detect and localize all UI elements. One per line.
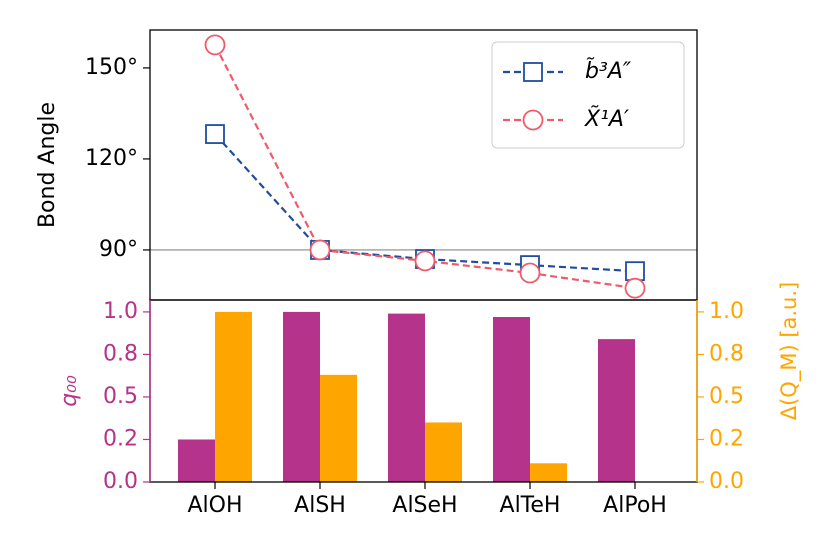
x-tick-label: AlOH — [187, 493, 242, 518]
y-axis-label: Bond Angle — [35, 102, 60, 228]
bar — [425, 422, 462, 482]
x-tick-label: AlSeH — [392, 493, 457, 518]
marker — [414, 250, 436, 272]
y-tick-label: 0.2 — [103, 426, 138, 451]
bar — [215, 311, 252, 482]
y-tick-label: 0.8 — [103, 341, 138, 366]
marker — [625, 261, 645, 282]
bar — [283, 311, 320, 482]
y-tick-label: 120° — [85, 146, 138, 171]
legend-label: X̃¹A′ — [584, 106, 629, 132]
y2-tick-label: 1.0 — [709, 299, 744, 324]
legend-marker — [522, 109, 544, 131]
bar — [178, 439, 215, 482]
y-tick-label: 1.0 — [103, 299, 138, 324]
y2-tick-label: 0.2 — [709, 426, 744, 451]
legend-box — [491, 41, 685, 149]
bar — [493, 317, 530, 482]
marker — [624, 277, 646, 299]
marker — [519, 262, 541, 284]
legend-label: b̃³A″ — [585, 58, 632, 84]
y-tick-label: 0.0 — [103, 469, 138, 494]
bar — [388, 313, 425, 482]
marker — [309, 239, 331, 261]
bar — [320, 374, 357, 482]
y-tick-label: 150° — [85, 55, 138, 80]
bar — [598, 339, 635, 482]
y2-tick-label: 0.0 — [709, 469, 744, 494]
x-tick-label: AlSH — [294, 493, 346, 518]
y2-tick-label: 0.5 — [709, 384, 744, 409]
marker — [205, 124, 225, 144]
y2-axis-label: Δ(Q_M) [a.u.] — [777, 282, 802, 421]
y-tick-label: 0.5 — [103, 384, 138, 409]
x-tick-label: AlTeH — [500, 493, 561, 518]
series-line — [214, 133, 636, 273]
x-tick-label: AlPoH — [603, 493, 667, 518]
marker — [204, 34, 226, 56]
bar — [530, 463, 567, 482]
y-axis-label: q₀₀ — [57, 375, 82, 407]
y-tick-label: 90° — [99, 237, 138, 262]
legend-marker — [523, 62, 543, 82]
y2-tick-label: 0.8 — [709, 341, 744, 366]
